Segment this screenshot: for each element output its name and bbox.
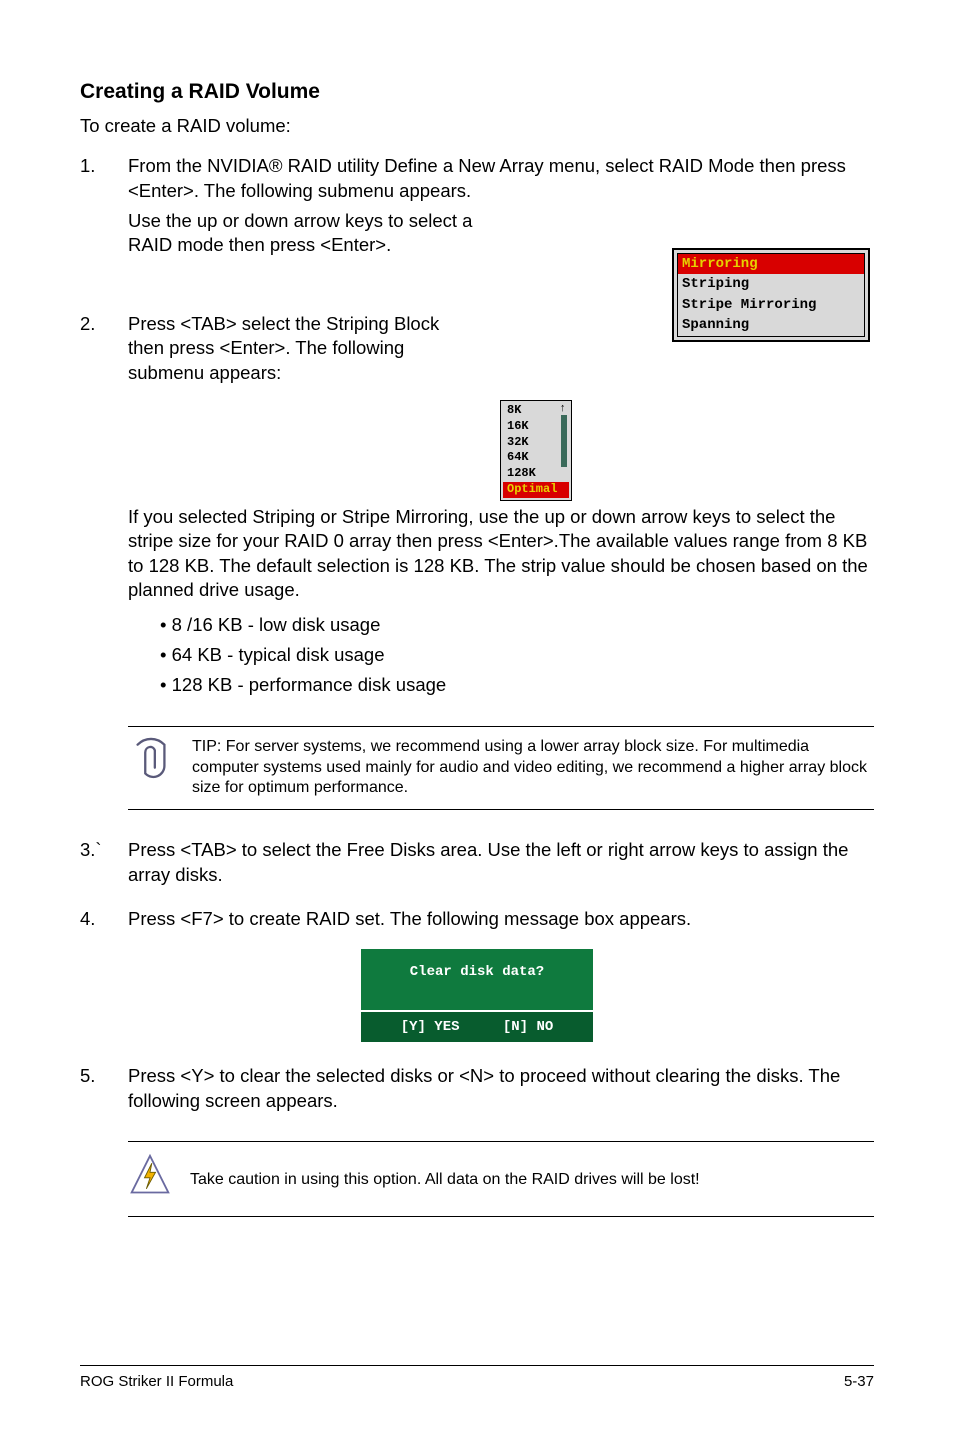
stripe-16k[interactable]: 16K	[503, 419, 569, 435]
stripe-128k[interactable]: 128K	[503, 466, 569, 482]
clear-disk-dialog: Clear disk data? [Y] YES [N] NO	[361, 949, 593, 1042]
dialog-no-button[interactable]: [N] NO	[503, 1018, 553, 1036]
raid-mode-menu: Mirroring Striping Stripe Mirroring Span…	[672, 248, 870, 342]
stripe-size-menu: 8K↑ 16K 32K 64K 128K Optimal	[500, 400, 572, 501]
step-2-text: Press <TAB> select the Striping Block th…	[128, 312, 458, 385]
lightning-warning-icon	[128, 1154, 172, 1204]
step-5-text: Press <Y> to clear the selected disks or…	[128, 1064, 874, 1113]
caution-text: Take caution in using this option. All d…	[190, 1169, 700, 1190]
section-heading: Creating a RAID Volume	[80, 78, 874, 106]
stripe-bullet-list: 8 /16 KB - low disk usage 64 KB - typica…	[160, 613, 874, 698]
bullet-8-16kb: 8 /16 KB - low disk usage	[160, 613, 874, 637]
tip-text: TIP: For server systems, we recommend us…	[192, 737, 874, 799]
step-1-line2: Use the up or down arrow keys to select …	[128, 209, 508, 258]
step-3: 3.` Press <TAB> to select the Free Disks…	[80, 838, 874, 891]
footer-product: ROG Striker II Formula	[80, 1372, 233, 1392]
step-2-number: 2.	[80, 312, 128, 336]
step-3-number: 3.`	[80, 838, 128, 862]
bullet-128kb: 128 KB - performance disk usage	[160, 673, 874, 697]
stripe-optimal[interactable]: Optimal	[503, 482, 569, 498]
raid-mode-mirroring[interactable]: Mirroring	[678, 254, 864, 274]
step-4: 4. Press <F7> to create RAID set. The fo…	[80, 907, 874, 935]
raid-mode-spanning[interactable]: Spanning	[678, 315, 864, 335]
intro-text: To create a RAID volume:	[80, 114, 874, 138]
bullet-64kb: 64 KB - typical disk usage	[160, 643, 874, 667]
step-4-text: Press <F7> to create RAID set. The follo…	[128, 907, 874, 931]
dialog-title: Clear disk data?	[361, 949, 593, 1011]
step-4-number: 4.	[80, 907, 128, 931]
step-5-number: 5.	[80, 1064, 128, 1088]
caution-note: Take caution in using this option. All d…	[128, 1141, 874, 1217]
stripe-8k[interactable]: 8K↑	[503, 403, 569, 419]
footer-page-number: 5-37	[844, 1372, 874, 1392]
raid-mode-stripe-mirroring[interactable]: Stripe Mirroring	[678, 295, 864, 315]
page-footer: ROG Striker II Formula 5-37	[80, 1365, 874, 1392]
stripe-paragraph: If you selected Striping or Stripe Mirro…	[128, 505, 874, 603]
up-arrow-icon: ↑	[559, 402, 566, 417]
raid-mode-striping[interactable]: Striping	[678, 274, 864, 294]
step-1-line1: From the NVIDIA® RAID utility Define a N…	[128, 154, 874, 203]
paperclip-icon	[128, 737, 174, 790]
stripe-64k[interactable]: 64K	[503, 450, 569, 466]
step-5: 5. Press <Y> to clear the selected disks…	[80, 1064, 874, 1117]
step-1: 1. From the NVIDIA® RAID utility Define …	[80, 154, 874, 262]
step-3-text: Press <TAB> to select the Free Disks are…	[128, 838, 874, 887]
step-1-number: 1.	[80, 154, 128, 178]
stripe-32k[interactable]: 32K	[503, 435, 569, 451]
dialog-yes-button[interactable]: [Y] YES	[401, 1018, 460, 1036]
tip-note: TIP: For server systems, we recommend us…	[128, 726, 874, 810]
